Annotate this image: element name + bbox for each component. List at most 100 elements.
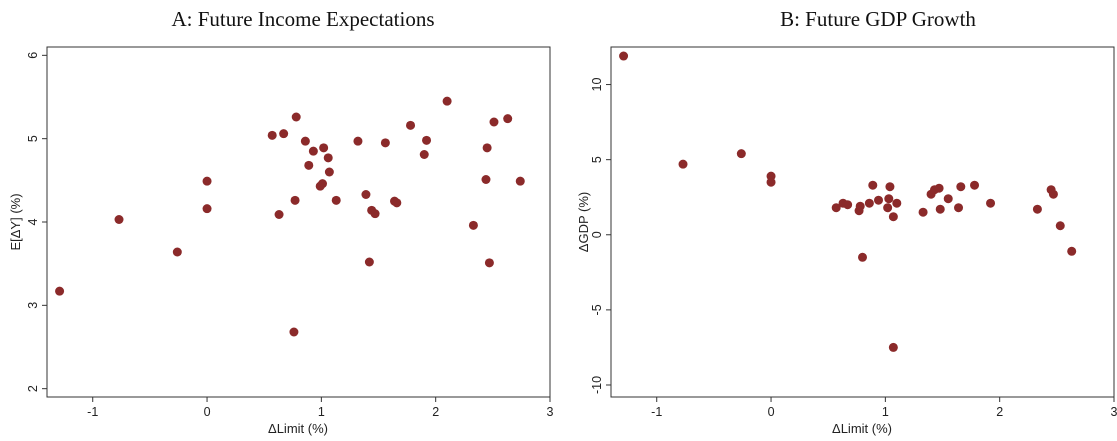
panel-a-data-point (482, 143, 492, 153)
panel-b-data-point (831, 203, 841, 213)
panel-a-title: A: Future Income Expectations (171, 7, 434, 31)
panel-a-data-point (308, 146, 318, 156)
panel-a-data-point (481, 175, 491, 184)
panel-b-data-point (678, 159, 688, 169)
panel-a-data-point (202, 204, 212, 214)
panel-a-data-point (331, 195, 341, 205)
panel-a-data-point (406, 120, 416, 130)
panel-a-data-point (361, 190, 371, 199)
panel-a-x-tick-label: 2 (432, 405, 439, 419)
panel-b-data-point (892, 198, 902, 208)
panel-b-data-point (868, 180, 878, 190)
panel-a-y-tick-label: 3 (26, 302, 40, 309)
panel-a-plot-area (46, 46, 551, 398)
panel-b-y-axis-label: ΔGDP (%) (576, 192, 591, 252)
panel-a-data-point (380, 138, 390, 148)
panel-b-data-point (1032, 204, 1042, 214)
panel-b-x-tick-label: 1 (882, 405, 889, 419)
panel-b-data-point (766, 177, 776, 187)
panel-b-data-point (885, 182, 895, 192)
panel-a-data-point (422, 135, 432, 145)
panel-b-data-point (970, 180, 980, 190)
panel-a-x-tick-label: 3 (547, 405, 554, 419)
panel-b-title: B: Future GDP Growth (780, 7, 976, 31)
panel-b-data-point (619, 51, 629, 61)
panel-a-data-point (315, 181, 325, 191)
panel-a-data-point (279, 129, 289, 139)
panel-b-data-point (888, 342, 898, 352)
panel-a-data-point (304, 160, 314, 170)
panel-a-y-tick-label: 5 (26, 135, 40, 142)
panel-a-data-point (419, 150, 429, 159)
panel-b-data-point (943, 194, 953, 204)
panel-b-y-ticks: -10 -5 0 5 10 (590, 78, 611, 394)
panel-a-data-point (289, 327, 299, 337)
panel-b-data-point (934, 183, 944, 193)
panel-a-data-point (468, 220, 478, 230)
panel-b-y-tick-label: 10 (590, 78, 604, 92)
panel-a-data-point (392, 198, 402, 208)
panel-a-y-tick-label: 6 (26, 52, 40, 59)
panel-b-data-point (864, 198, 874, 208)
panel-b-data-point (843, 200, 853, 210)
panel-a-data-point (324, 167, 334, 177)
panel-a-data-point (267, 130, 277, 140)
panel-b-points (619, 51, 1077, 352)
panel-a-data-point (370, 209, 380, 219)
panel-a-y-ticks: 2 3 4 5 6 (26, 52, 47, 392)
panel-b-x-ticks: -1 0 1 2 3 (651, 397, 1117, 419)
panel-a-data-point (319, 143, 329, 153)
panel-a-data-point (323, 153, 333, 163)
panel-b-data-point (954, 203, 964, 213)
panel-a-data-point (442, 96, 452, 106)
panel-a-data-point (55, 286, 65, 296)
panel-a-data-point (274, 210, 284, 219)
panel-b-data-point (888, 212, 898, 222)
panel-b-y-tick-label: 0 (590, 231, 604, 238)
panel-b-plot-area (610, 46, 1115, 398)
panel-a-x-ticks: -1 0 1 2 3 (87, 397, 554, 419)
panel-b-x-axis-label: ΔLimit (%) (832, 421, 892, 436)
panel-b-data-point (918, 207, 928, 217)
panel-a-data-point (172, 247, 182, 257)
panel-b-data-point (956, 182, 966, 192)
panel-b-data-point (736, 149, 746, 159)
panel-b-data-point (884, 194, 894, 204)
panel-b-data-point (883, 203, 893, 213)
panel-a-x-tick-label: 0 (204, 405, 211, 419)
panel-a-x-tick-label: -1 (87, 405, 98, 419)
panel-b-y-tick-label: 5 (590, 156, 604, 163)
panel-b-data-point (1048, 189, 1058, 199)
panel-a-x-axis-label: ΔLimit (%) (268, 421, 328, 436)
panel-a-data-point (353, 136, 363, 146)
panel-b-x-tick-label: 3 (1111, 405, 1117, 419)
panel-a-x-tick-label: 1 (318, 405, 325, 419)
panel-a-data-point (364, 257, 374, 267)
panel-b-data-point (855, 201, 865, 211)
panel-b-data-point (1067, 246, 1077, 256)
panel-b-data-point (874, 195, 884, 205)
panel-a-data-point (503, 114, 513, 124)
panel-b-y-tick-label: -10 (590, 376, 604, 394)
panel-a-data-point (300, 136, 310, 146)
panel-b-y-tick-label: -5 (590, 304, 604, 315)
panel-a-data-point (291, 112, 301, 122)
panel-a-y-tick-label: 2 (26, 385, 40, 392)
panel-b-x-tick-label: 0 (768, 405, 775, 419)
panel-a-y-tick-label: 4 (26, 218, 40, 225)
panel-a-points (55, 96, 525, 337)
panel-a-y-axis-label: E[ΔY] (%) (8, 193, 23, 250)
panel-b-data-point (1055, 221, 1065, 231)
panel-a-income-expectations: A: Future Income Expectations -1 0 1 2 3 2 3 4… (8, 7, 554, 436)
panel-a-data-point (515, 176, 525, 186)
panel-a-data-point (489, 117, 499, 127)
panel-b-x-tick-label: 2 (996, 405, 1003, 419)
panel-b-data-point (858, 252, 867, 262)
panel-b-x-tick-label: -1 (651, 405, 662, 419)
panel-b-data-point (986, 198, 996, 208)
panel-a-data-point (290, 195, 300, 205)
panel-a-data-point (484, 258, 494, 268)
panel-b-data-point (935, 204, 945, 214)
